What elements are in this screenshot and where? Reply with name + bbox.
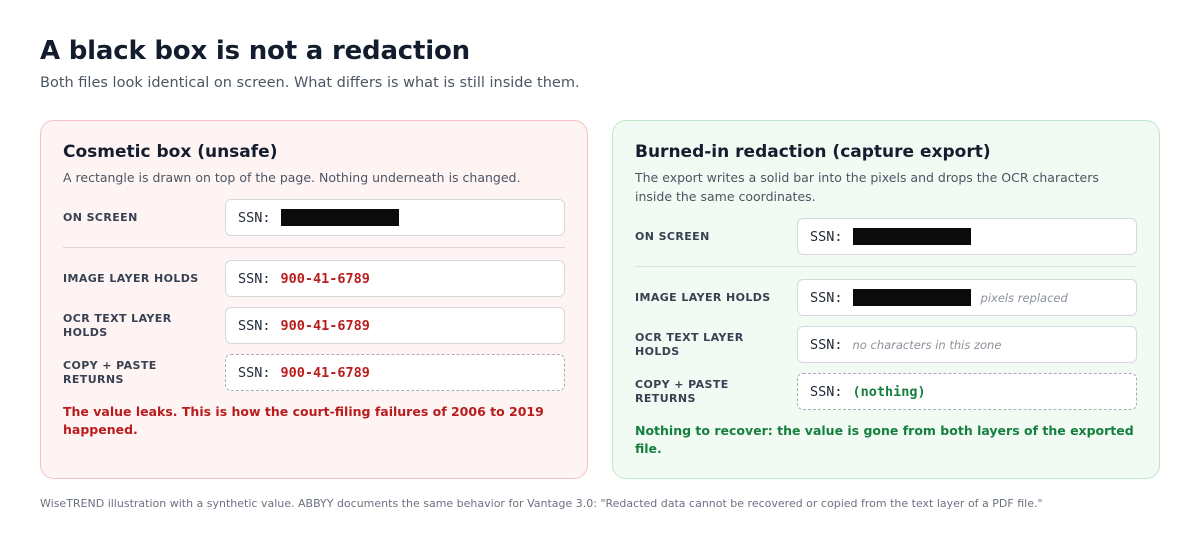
row-on-screen: ON SCREEN SSN:: [63, 199, 565, 236]
field-prefix: SSN:: [810, 383, 843, 400]
field-prefix: SSN:: [238, 364, 271, 381]
row-copy-paste: COPY + PASTE RETURNS SSN: (nothing): [635, 373, 1137, 410]
divider: [63, 247, 565, 248]
burned-in-bar: [852, 289, 971, 306]
card-description: The export writes a solid bar into the p…: [635, 170, 1099, 204]
page-subtitle: Both files look identical on screen. Wha…: [40, 75, 580, 91]
cosmetic-box-card: Cosmetic box (unsafe) A rectangle is dra…: [40, 120, 588, 479]
copy-paste-field: SSN: 900-41-6789: [225, 354, 565, 391]
leaked-value: 900-41-6789: [280, 270, 370, 287]
field-prefix: SSN:: [238, 270, 271, 287]
ocr-layer-field: SSN: 900-41-6789: [225, 307, 565, 344]
field-note: no characters in this zone: [852, 337, 1002, 352]
row-label: OCR TEXT LAYER HOLDS: [635, 330, 744, 358]
field-prefix: SSN:: [810, 336, 843, 353]
row-label: COPY + PASTE RETURNS: [635, 377, 729, 405]
row-image-layer: IMAGE LAYER HOLDS SSN: 900-41-6789: [63, 260, 565, 297]
card-title: Cosmetic box (unsafe): [63, 142, 278, 162]
card-description: A rectangle is drawn on top of the page.…: [63, 170, 521, 185]
field-prefix: SSN:: [238, 209, 271, 226]
row-copy-paste: COPY + PASTE RETURNS SSN: 900-41-6789: [63, 354, 565, 391]
footer-note: WiseTREND illustration with a synthetic …: [40, 497, 1043, 510]
black-box-bar: [280, 209, 399, 226]
field-prefix: SSN:: [810, 228, 843, 245]
image-layer-field: SSN: pixels replaced: [797, 279, 1137, 316]
field-note: pixels replaced: [980, 290, 1068, 305]
row-on-screen: ON SCREEN SSN:: [635, 218, 1137, 255]
row-label: OCR TEXT LAYER HOLDS: [63, 311, 172, 339]
image-layer-field: SSN: 900-41-6789: [225, 260, 565, 297]
page-title: A black box is not a redaction: [40, 36, 470, 66]
empty-value: (nothing): [852, 383, 926, 400]
on-screen-field: SSN:: [225, 199, 565, 236]
copy-paste-field: SSN: (nothing): [797, 373, 1137, 410]
row-ocr-layer: OCR TEXT LAYER HOLDS SSN: no characters …: [635, 326, 1137, 363]
row-label: COPY + PASTE RETURNS: [63, 358, 157, 386]
row-label: IMAGE LAYER HOLDS: [63, 271, 199, 285]
row-label: IMAGE LAYER HOLDS: [635, 290, 771, 304]
row-label: ON SCREEN: [635, 229, 710, 243]
card-title: Burned-in redaction (capture export): [635, 142, 991, 162]
divider: [635, 266, 1137, 267]
field-prefix: SSN:: [810, 289, 843, 306]
row-label: ON SCREEN: [63, 210, 138, 224]
burned-in-redaction-card: Burned-in redaction (capture export) The…: [612, 120, 1160, 479]
leaked-value: 900-41-6789: [280, 364, 370, 381]
verdict-text: Nothing to recover: the value is gone fr…: [635, 423, 1134, 456]
black-box-bar: [852, 228, 971, 245]
row-ocr-layer: OCR TEXT LAYER HOLDS SSN: 900-41-6789: [63, 307, 565, 344]
row-image-layer: IMAGE LAYER HOLDS SSN: pixels replaced: [635, 279, 1137, 316]
on-screen-field: SSN:: [797, 218, 1137, 255]
verdict-text: The value leaks. This is how the court-f…: [63, 404, 544, 437]
ocr-layer-field: SSN: no characters in this zone: [797, 326, 1137, 363]
field-prefix: SSN:: [238, 317, 271, 334]
leaked-value: 900-41-6789: [280, 317, 370, 334]
